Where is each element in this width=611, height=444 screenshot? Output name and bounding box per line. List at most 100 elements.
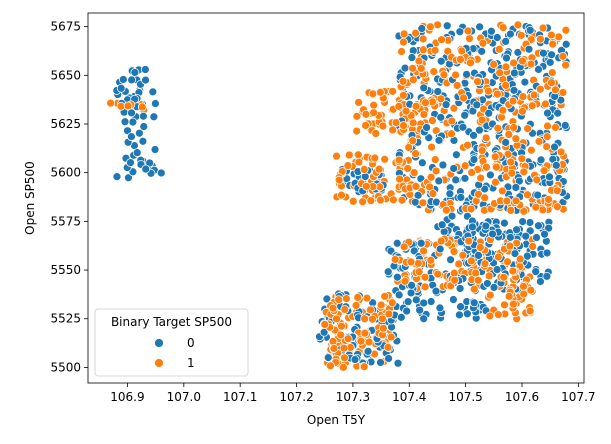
data-point-series-1	[517, 154, 527, 164]
data-point-series-0	[484, 108, 494, 118]
data-point-series-0	[505, 232, 515, 242]
data-point-series-1	[326, 361, 335, 371]
data-point-series-0	[532, 233, 541, 242]
data-point-series-1	[426, 172, 436, 182]
x-axis-ticks: 106.9 107.0 107.1 107.2 107.3 107.4 107.5 107.6…	[110, 383, 596, 404]
data-point-series-1	[519, 289, 529, 299]
data-point-series-1	[431, 166, 441, 176]
data-point-series-1	[391, 118, 401, 127]
data-point-series-0	[441, 100, 451, 110]
data-point-series-0	[434, 176, 444, 186]
data-point-series-1	[484, 86, 493, 96]
data-point-series-0	[545, 172, 554, 182]
data-point-series-1	[535, 84, 545, 94]
data-point-series-1	[374, 164, 384, 174]
data-point-series-0	[509, 85, 519, 95]
data-point-series-0	[518, 217, 528, 226]
legend-title: Binary Target SP500	[111, 315, 232, 329]
data-point-series-1	[551, 85, 560, 95]
data-point-series-1	[546, 30, 556, 40]
data-point-series-1	[467, 168, 477, 177]
data-point-series-1	[506, 205, 516, 215]
data-point-series-1	[493, 252, 503, 262]
data-point-series-0	[384, 354, 393, 363]
data-point-series-1	[420, 282, 430, 292]
data-point-series-1	[464, 236, 474, 246]
data-point-series-1	[525, 306, 535, 316]
x-tick-label: 107.5	[448, 390, 482, 404]
data-point-series-0	[510, 249, 520, 258]
data-point-series-1	[364, 337, 374, 347]
data-point-series-1	[541, 99, 550, 109]
data-point-series-0	[112, 172, 122, 182]
data-point-series-1	[493, 123, 503, 133]
data-point-series-0	[511, 183, 521, 192]
data-point-series-1	[403, 164, 413, 173]
data-point-series-1	[518, 56, 527, 66]
data-point-series-0	[449, 295, 458, 304]
data-point-series-0	[455, 27, 465, 37]
data-point-series-0	[393, 358, 403, 368]
data-point-series-1	[463, 26, 473, 36]
legend: Binary Target SP500 0 1	[94, 308, 249, 377]
data-point-series-1	[471, 268, 481, 278]
data-point-series-1	[408, 63, 418, 73]
data-point-series-1	[359, 362, 369, 372]
data-point-series-1	[397, 47, 406, 56]
data-point-series-0	[502, 53, 511, 63]
data-point-series-1	[366, 196, 376, 206]
data-point-series-0	[437, 220, 447, 230]
data-point-series-1	[426, 255, 436, 265]
data-point-series-1	[375, 87, 385, 97]
data-point-series-1	[433, 269, 443, 279]
data-point-series-0	[396, 312, 406, 322]
data-point-series-1	[561, 60, 570, 70]
data-point-series-0	[472, 100, 482, 110]
legend-box	[94, 308, 249, 377]
data-point-series-1	[411, 28, 420, 38]
data-point-series-0	[424, 133, 434, 143]
data-point-series-1	[370, 153, 380, 163]
data-point-series-1	[427, 142, 436, 152]
data-point-series-0	[417, 24, 427, 33]
x-tick-label: 107.4	[392, 390, 426, 404]
data-point-series-0	[417, 158, 427, 168]
data-point-series-1	[513, 20, 523, 30]
data-point-series-0	[376, 358, 385, 367]
data-point-series-1	[414, 56, 424, 66]
data-point-series-1	[399, 37, 408, 47]
data-point-series-1	[482, 162, 491, 172]
data-point-series-1	[418, 45, 428, 55]
y-tick-label: 5525	[50, 312, 81, 326]
data-point-series-0	[462, 309, 472, 319]
data-point-series-1	[480, 193, 490, 203]
y-axis-label: Open SP500	[23, 161, 37, 235]
data-point-series-1	[361, 181, 371, 191]
data-point-series-0	[488, 229, 497, 239]
data-point-series-0	[383, 267, 393, 277]
data-point-series-0	[525, 25, 535, 35]
x-tick-label: 107.2	[279, 390, 313, 404]
data-point-series-0	[407, 280, 416, 290]
data-point-series-1	[336, 330, 346, 340]
data-point-series-0	[534, 65, 543, 74]
data-point-series-1	[329, 344, 339, 353]
data-point-series-1	[399, 90, 408, 100]
data-point-series-0	[539, 48, 548, 58]
data-point-series-1	[425, 22, 435, 32]
data-point-series-0	[550, 142, 559, 152]
data-point-series-1	[526, 285, 536, 295]
data-point-series-0	[486, 26, 496, 36]
data-point-series-0	[118, 75, 128, 84]
data-point-series-1	[516, 30, 526, 40]
data-point-series-1	[348, 196, 358, 206]
data-point-series-0	[126, 158, 135, 167]
data-point-series-1	[340, 353, 349, 363]
data-point-series-1	[421, 98, 430, 108]
data-point-series-1	[411, 101, 421, 111]
data-point-series-0	[481, 221, 491, 231]
data-point-series-0	[435, 244, 445, 254]
data-point-series-1	[449, 103, 459, 113]
data-point-series-0	[434, 135, 444, 145]
data-point-series-0	[560, 121, 570, 130]
